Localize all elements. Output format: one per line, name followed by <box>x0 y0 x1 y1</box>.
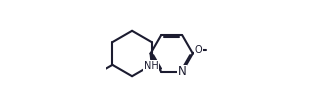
Text: N: N <box>178 65 187 78</box>
Text: NH: NH <box>144 61 158 71</box>
Text: O: O <box>195 45 203 55</box>
